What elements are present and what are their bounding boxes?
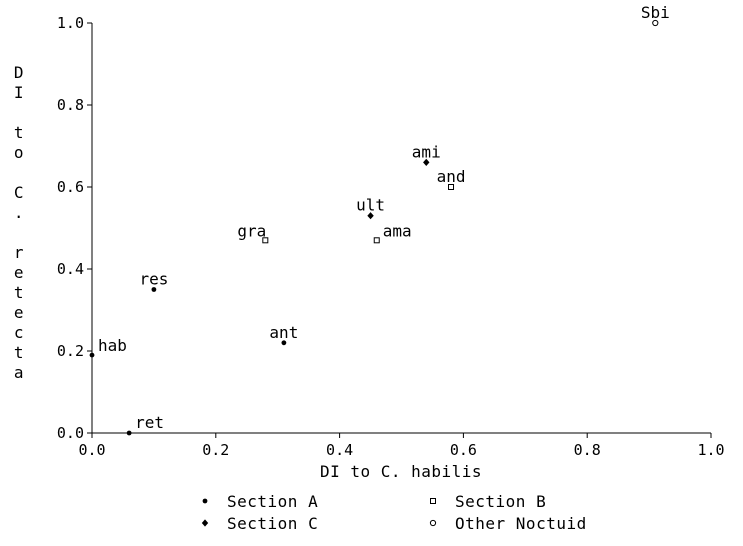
ticks: 0.0 0.2 0.4 0.6 0.8 1.0 0.0 0.2 0.4 0.6 0.8 1.0 [57,14,725,459]
data-point-ama [373,237,380,244]
point-label-ami: ami [412,142,441,161]
axes [91,23,711,434]
point-label-hab: hab [98,336,127,355]
data-point-hab [89,352,95,358]
legend-marker-2 [430,498,436,504]
y-tick-label: 1.0 [57,14,84,32]
y-tick-label: 0.8 [57,96,84,114]
data-point-ami [423,158,430,166]
data-point-Sbi [652,19,659,27]
point-label-res: res [139,270,168,289]
point-label-ret: ret [135,413,164,432]
x-tick-label: 0.0 [78,441,105,459]
data-point-res [151,287,157,292]
y-tick-label: 0.4 [57,260,84,278]
y-tick-label: 0.0 [57,424,84,442]
legend-marker-4 [429,519,437,527]
x-tick-label: 0.4 [326,441,353,459]
data-point-ult [367,212,374,220]
legend-label: Section C [227,514,318,533]
y-tick-label: 0.6 [57,178,84,196]
point-label-Sbi: Sbi [641,3,670,22]
x-tick-label: 1.0 [697,441,724,459]
point-label-ult: ult [356,196,385,215]
point-label-ant: ant [269,323,298,342]
data-point-ant [281,340,287,346]
data-point-gra [262,237,269,244]
legend-label: Section A [227,492,318,511]
data-point-and [448,184,455,190]
x-tick-label: 0.8 [574,441,601,459]
legend-label: Other Noctuid [455,514,587,533]
point-label-gra: gra [237,221,266,240]
x-tick-label: 0.6 [450,441,477,459]
y-tick-label: 0.2 [57,342,84,360]
point-label-ama: ama [383,221,412,240]
point-label-and: and [437,167,466,186]
legend: Section A Section B Section C Other Noctuid [201,492,587,533]
legend-marker-3 [201,519,209,527]
x-axis-title: DI to C. habilis [320,462,482,481]
legend-label: Section B [455,492,546,511]
data-points: hab ret res ant gra ama and ult ami Sbi [89,3,670,436]
legend-marker-1 [202,498,208,504]
x-tick-label: 0.2 [202,441,229,459]
data-point-ret [126,430,132,436]
